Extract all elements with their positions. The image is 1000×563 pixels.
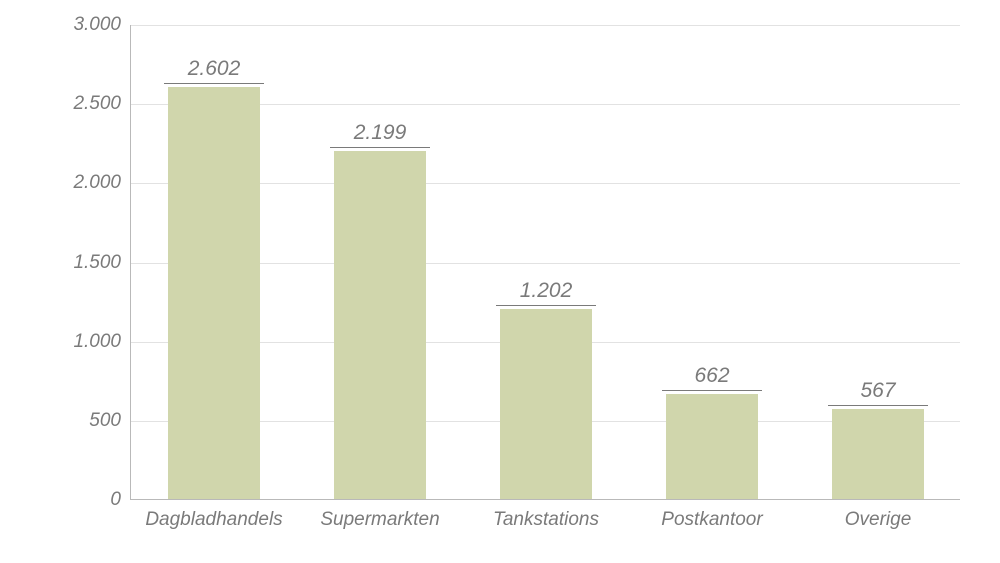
x-tick-label: Dagbladhandels: [145, 499, 282, 531]
x-tick-label: Postkantoor: [661, 499, 762, 531]
bar-value-label: 567: [860, 379, 895, 409]
x-tick-label: Supermarkten: [320, 499, 439, 531]
bar: 2.602: [168, 87, 259, 499]
bar-value-label: 1.202: [520, 279, 573, 309]
x-tick-label: Overige: [845, 499, 912, 531]
y-tick-label: 500: [89, 410, 131, 432]
bar: 567: [832, 409, 923, 499]
plot-area: 05001.0001.5002.0002.5003.0002.602Dagbla…: [130, 25, 960, 500]
y-tick-label: 0: [110, 489, 131, 511]
gridline: [131, 25, 960, 26]
y-tick-label: 1.500: [73, 252, 131, 274]
bar-value-label: 2.602: [188, 57, 241, 87]
y-tick-label: 3.000: [73, 14, 131, 36]
bar-value-label: 2.199: [354, 121, 407, 151]
bar: 662: [666, 394, 757, 499]
y-tick-label: 2.000: [73, 172, 131, 194]
y-tick-label: 1.000: [73, 331, 131, 353]
x-tick-label: Tankstations: [493, 499, 599, 531]
bar-value-label: 662: [694, 364, 729, 394]
bar: 2.199: [334, 151, 425, 499]
y-tick-label: 2.500: [73, 93, 131, 115]
bar: 1.202: [500, 309, 591, 499]
bar-chart: 05001.0001.5002.0002.5003.0002.602Dagbla…: [0, 0, 1000, 563]
